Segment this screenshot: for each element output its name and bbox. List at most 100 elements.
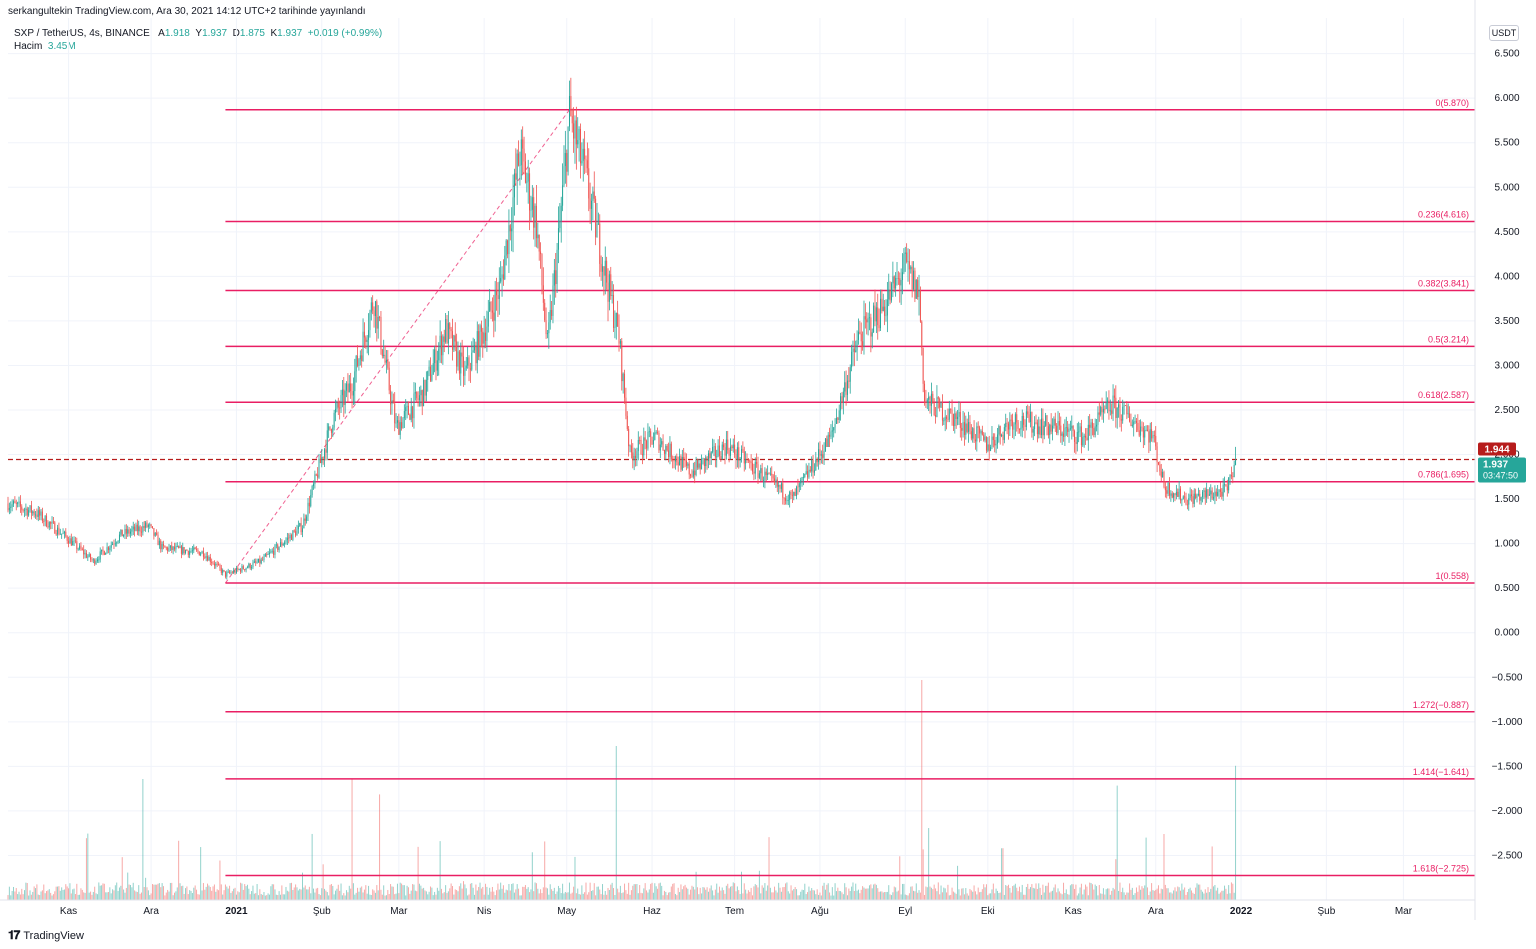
candle-body [369, 312, 371, 331]
volume-bar [209, 886, 211, 900]
candle-body [381, 349, 383, 357]
candle-body [39, 510, 41, 516]
fib-level-label: 1.272(−0.887) [1413, 700, 1469, 710]
candle-body [124, 528, 126, 535]
symbol-name[interactable]: SXP / TetherUS, 4s, BINANCE [14, 28, 150, 39]
candle-body [374, 301, 376, 316]
candle-body [165, 547, 167, 549]
candle-body [985, 436, 987, 451]
candle-body [663, 449, 665, 454]
volume-bar [494, 895, 496, 900]
volume-bar [867, 888, 869, 900]
volume-bar [1168, 892, 1170, 900]
volume-bars [7, 680, 1237, 900]
candle-body [582, 148, 584, 161]
candle-body [918, 290, 920, 297]
volume-bar [911, 886, 913, 900]
candle-body [753, 471, 755, 474]
volume-bar [174, 892, 176, 900]
volume-bar [527, 887, 529, 900]
footer-brand[interactable]: TradingView [23, 929, 84, 942]
candle-body [84, 552, 86, 555]
volume-bar [637, 893, 639, 900]
volume-bar [1112, 887, 1114, 900]
volume-bar [218, 890, 220, 900]
volume-bar [951, 887, 953, 900]
candle-body [575, 120, 577, 145]
volume-bar [1202, 891, 1204, 900]
candle-body [893, 276, 895, 289]
candle-body [474, 345, 476, 351]
tradingview-logo-icon[interactable]: 𝟏𝟕 [8, 928, 20, 942]
candle-body [992, 436, 994, 441]
candle-body [533, 197, 535, 228]
candle-body [248, 563, 250, 568]
candle-body [1214, 491, 1216, 498]
currency-unit-button[interactable]: USDT [1489, 25, 1519, 41]
volume-bar [139, 893, 141, 900]
volume-bar [717, 892, 719, 900]
volume-bar [763, 887, 765, 900]
candle-body [388, 367, 390, 391]
candle-body [1159, 464, 1161, 472]
candle-body [241, 566, 243, 572]
volume-bar [1005, 885, 1007, 900]
y-tick-label: 6.500 [1494, 49, 1519, 60]
candle-body [189, 551, 191, 555]
candle-body [324, 449, 326, 459]
volume-bar [727, 883, 729, 900]
volume-bar [1002, 848, 1004, 900]
volume-bar [300, 889, 302, 900]
volume-bar [903, 883, 905, 900]
volume-bar [724, 893, 726, 900]
candle-body [359, 355, 361, 360]
candle-body [172, 546, 174, 550]
volume-bar [28, 895, 30, 900]
volume-bar [1064, 892, 1066, 900]
volume-bar [321, 888, 323, 900]
candle-body [120, 529, 122, 535]
volume-bar [11, 890, 13, 900]
volume-bar [866, 888, 868, 900]
volume-bar [574, 856, 576, 900]
volume-bar [387, 889, 389, 900]
volume-bar [1067, 894, 1069, 900]
volume-bar [745, 889, 747, 900]
volume-bar [534, 882, 536, 900]
candle-body [117, 540, 119, 543]
candle-body [40, 511, 42, 516]
volume-bar [1164, 884, 1166, 900]
volume-bar [932, 889, 934, 900]
candle-body [330, 429, 332, 433]
candle-body [59, 533, 61, 535]
volume-bar [286, 890, 288, 900]
candle-body [1007, 423, 1009, 430]
candle-body [919, 290, 921, 322]
volume-bar [117, 890, 119, 900]
volume-bar [904, 894, 906, 900]
candle-body [383, 354, 385, 357]
volume-bar [504, 892, 506, 900]
volume-bar [277, 895, 279, 900]
volume-bar [968, 895, 970, 900]
volume-bar [256, 884, 258, 900]
volume-bar [63, 889, 65, 900]
volume-bar [1069, 885, 1071, 900]
volume-bar [663, 890, 665, 900]
candle-body [922, 347, 924, 384]
candle-body [842, 391, 844, 404]
candle-body [1157, 462, 1159, 465]
candle-body [1094, 426, 1096, 435]
volume-bar [1111, 890, 1113, 900]
candle-body [991, 436, 993, 448]
volume-bar [687, 888, 689, 900]
volume-bar [753, 886, 755, 900]
candle-body [285, 540, 287, 543]
volume-bar [917, 892, 919, 900]
candle-body [403, 411, 405, 419]
candle-body [746, 459, 748, 461]
volume-bar [1089, 882, 1091, 900]
candle-body [904, 252, 906, 254]
candle-body [822, 454, 824, 458]
